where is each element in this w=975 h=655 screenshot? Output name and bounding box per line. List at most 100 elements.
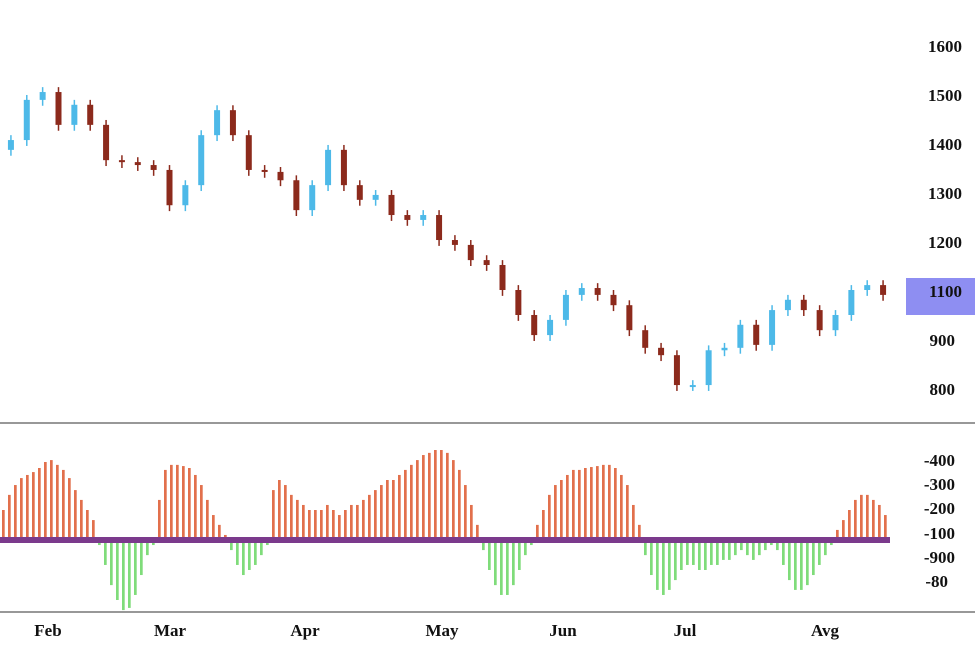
histogram-bar-positive xyxy=(590,467,593,540)
candle xyxy=(658,342,665,362)
histogram-bar-positive xyxy=(314,510,317,540)
histogram-bar-negative xyxy=(500,540,503,595)
histogram-bar-positive xyxy=(884,515,887,540)
x-label: May xyxy=(425,621,459,640)
histogram-bar-negative xyxy=(122,540,125,611)
candle xyxy=(880,280,887,301)
histogram-bar-positive xyxy=(26,474,29,540)
histogram-bar-negative xyxy=(230,540,233,551)
histogram-bar-positive xyxy=(416,460,419,540)
candle xyxy=(531,310,538,341)
candle xyxy=(769,305,776,351)
histogram-bar-negative xyxy=(740,540,743,551)
histogram-bar-positive xyxy=(278,480,281,540)
candle xyxy=(245,130,252,176)
histogram-bar-positive xyxy=(200,485,203,540)
candle xyxy=(150,160,157,176)
histogram-bar-positive xyxy=(548,494,551,540)
candle xyxy=(404,210,411,226)
osc-tick: -100 xyxy=(924,524,955,543)
candle xyxy=(499,260,506,296)
histogram-bar-negative xyxy=(254,540,257,565)
candle xyxy=(816,305,823,337)
histogram-bar-negative xyxy=(104,540,107,565)
histogram-bar-positive xyxy=(20,478,23,540)
histogram-bar-positive xyxy=(836,529,839,540)
histogram-bar-negative xyxy=(818,540,821,565)
histogram-bar-positive xyxy=(584,468,587,540)
histogram-bar-positive xyxy=(866,494,869,540)
candle xyxy=(7,135,14,156)
histogram-bar-positive xyxy=(290,494,293,540)
candle xyxy=(451,235,458,251)
histogram-bar-positive xyxy=(878,504,881,540)
candle xyxy=(39,87,46,106)
candle xyxy=(166,165,173,212)
histogram-bar-positive xyxy=(212,515,215,540)
histogram-bar-negative xyxy=(650,540,653,576)
histogram-bar-negative xyxy=(746,540,749,556)
histogram-bar-positive xyxy=(842,520,845,540)
candle xyxy=(23,94,30,146)
histogram-bar-negative xyxy=(686,540,689,565)
candle xyxy=(436,210,443,246)
histogram-bar-negative xyxy=(734,540,737,556)
histogram-bar-negative xyxy=(722,540,725,560)
candle xyxy=(705,345,712,391)
histogram-bar-positive xyxy=(326,504,329,540)
histogram-bar-positive xyxy=(398,474,401,540)
candle xyxy=(325,144,332,192)
histogram-bar-positive xyxy=(332,510,335,540)
candle xyxy=(214,105,221,142)
histogram-bar-positive xyxy=(194,474,197,540)
histogram-bar-positive xyxy=(452,460,455,540)
candle xyxy=(229,105,236,142)
histogram-bar-positive xyxy=(428,452,431,540)
osc-tick: -300 xyxy=(924,475,955,494)
candle xyxy=(309,180,316,217)
histogram-bar-positive xyxy=(296,499,299,540)
histogram-bar-positive xyxy=(2,510,5,540)
histogram-bar-negative xyxy=(146,540,149,556)
candle xyxy=(547,314,554,341)
histogram-bar-positive xyxy=(164,469,167,540)
histogram-bar-positive xyxy=(626,485,629,540)
histogram-bar-negative xyxy=(506,540,509,595)
histogram-bar-positive xyxy=(182,466,185,540)
histogram-bar-positive xyxy=(176,464,179,540)
candle xyxy=(87,99,94,131)
histogram-bar-positive xyxy=(14,485,17,540)
histogram-bar-positive xyxy=(32,472,35,540)
histogram-bar-positive xyxy=(470,504,473,540)
candle xyxy=(737,319,744,354)
histogram-bar-negative xyxy=(518,540,521,570)
histogram-bar-positive xyxy=(608,464,611,540)
histogram-bar-negative xyxy=(794,540,797,590)
histogram-bar-positive xyxy=(356,504,359,540)
histogram-bar-negative xyxy=(752,540,755,560)
candle xyxy=(594,283,601,301)
histogram-bar-positive xyxy=(404,469,407,540)
candle xyxy=(689,380,696,391)
histogram-bar-positive xyxy=(344,510,347,540)
histogram-bar-negative xyxy=(782,540,785,565)
candle xyxy=(261,165,268,178)
histogram-bar-positive xyxy=(68,478,71,540)
x-label: Feb xyxy=(34,621,61,640)
histogram-bar-negative xyxy=(674,540,677,581)
histogram-bar-negative xyxy=(812,540,815,576)
histogram-bar-positive xyxy=(440,450,443,540)
histogram-bar-negative xyxy=(764,540,767,551)
histogram-bar-negative xyxy=(494,540,497,586)
histogram-bar-positive xyxy=(638,524,641,540)
price-tick-highlighted: 1100 xyxy=(929,282,962,301)
price-tick: 1500 xyxy=(928,86,962,105)
histogram-bar-positive xyxy=(464,485,467,540)
price-tick: 1600 xyxy=(928,37,962,56)
histogram-bar-positive xyxy=(542,510,545,540)
histogram-bar-negative xyxy=(668,540,671,590)
histogram-bar-positive xyxy=(158,499,161,540)
histogram-bar-positive xyxy=(44,462,47,540)
candle xyxy=(832,310,839,337)
